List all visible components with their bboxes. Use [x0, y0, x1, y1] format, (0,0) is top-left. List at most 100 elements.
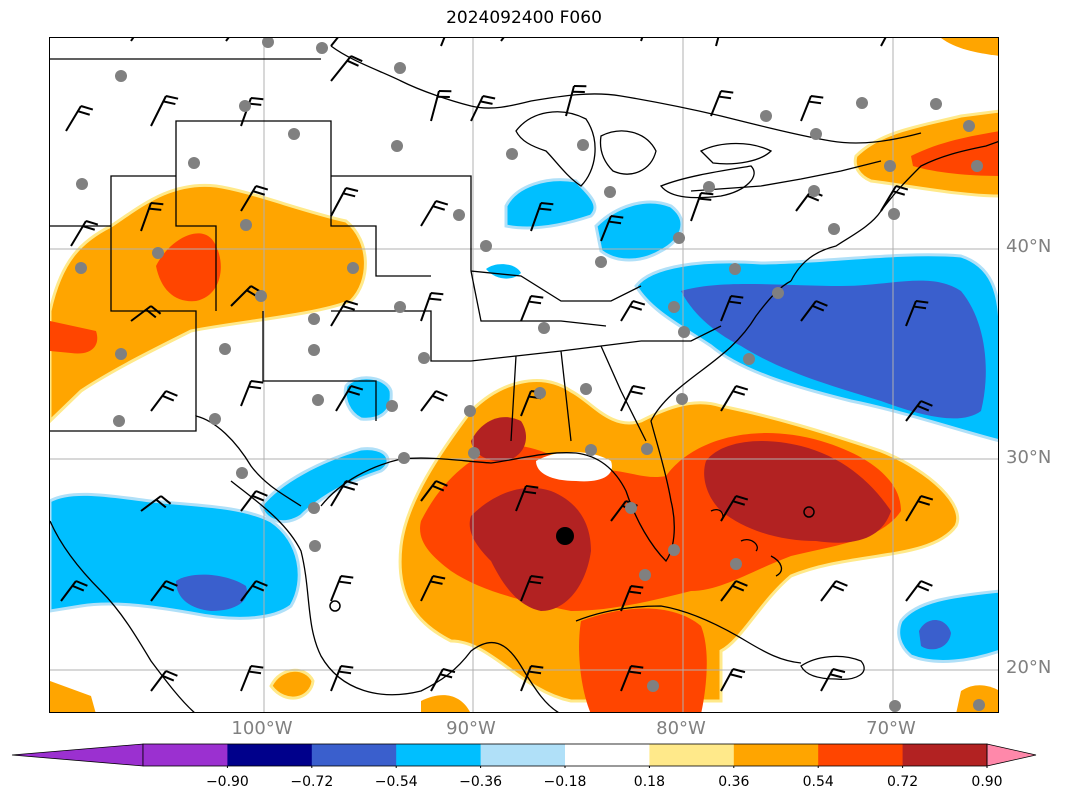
anomaly-region-west-edge-strong	[50, 321, 98, 354]
wind-barb-shaft	[225, 38, 230, 42]
wind-barb-feather	[442, 668, 456, 674]
wind-barb-feather	[810, 95, 824, 99]
station-dot	[971, 160, 983, 172]
station-dot	[394, 62, 406, 74]
wind-barb-feather	[920, 580, 933, 587]
wind-barb-shaft	[230, 285, 252, 307]
station-dot	[115, 70, 127, 82]
wind-barb-feather	[342, 485, 356, 491]
wind-barb-feather	[530, 575, 544, 579]
wind-barb-feather	[350, 55, 363, 63]
wind-barb-feather	[72, 584, 85, 592]
border-states-west	[50, 120, 471, 421]
colorbar-segment	[649, 744, 735, 766]
station-dot	[76, 178, 88, 190]
wind-barb-feather	[632, 300, 646, 306]
wind-barb-feather	[807, 194, 820, 202]
wind-barb-feather	[432, 394, 445, 402]
wind-barb-feather	[255, 490, 268, 497]
wind-barb-shaft	[330, 55, 352, 82]
wind-barb-shaft	[905, 300, 917, 327]
coastline-canada	[50, 45, 922, 144]
storm-center-dot	[556, 527, 574, 545]
wind-barb-shaft	[820, 580, 837, 602]
wind-barb-feather	[732, 668, 746, 674]
anomaly-region-texas-strong	[176, 574, 247, 611]
anomaly-region-east-atlantic-strong	[919, 619, 951, 650]
wind-barb-feather	[892, 190, 906, 196]
wind-barb-feather	[248, 385, 262, 390]
wind-barb-shaft	[140, 202, 152, 232]
anomaly-region-plains-positive	[50, 183, 367, 424]
wind-barb-feather	[150, 202, 164, 206]
wind-barb-feather	[430, 580, 443, 585]
colorbar-tick-label: −0.54	[374, 774, 418, 790]
wind-barb-shaft	[610, 500, 627, 522]
wind-barb-feather	[252, 494, 265, 502]
wind-barb-shaft	[715, 38, 720, 47]
station-dot	[347, 262, 359, 274]
anomaly-region-gulf-core	[469, 487, 591, 611]
station-dot	[828, 223, 840, 235]
station-dot	[856, 97, 868, 109]
anomaly-region-plains-strong	[156, 233, 221, 302]
wind-barb-feather	[250, 665, 264, 669]
colorbar-tick-label: 0.90	[971, 774, 1003, 790]
station-dot	[236, 467, 248, 479]
wind-barb-shaft	[330, 187, 347, 217]
station-dot	[889, 700, 901, 712]
wind-barb-shaft	[430, 668, 444, 692]
wind-barb-feather	[430, 292, 444, 296]
wind-barb-shaft	[720, 668, 734, 692]
colorbar	[11, 743, 1037, 768]
colorbar-over-arrow	[986, 743, 1037, 767]
wind-barb-shaft	[240, 580, 257, 602]
wind-barb-shaft	[330, 575, 342, 602]
wind-barb-feather	[728, 300, 742, 305]
station-dot	[743, 353, 755, 365]
wind-barb-feather	[350, 385, 364, 391]
anomaly-region-top-right-positive	[941, 38, 998, 56]
wind-barb-feather	[920, 400, 933, 407]
wind-barb-feather	[523, 490, 537, 495]
wind-barb-feather	[85, 220, 99, 226]
station-dot	[678, 326, 690, 338]
wind-barb-feather	[340, 665, 354, 669]
wind-barb-feather	[480, 100, 493, 105]
station-dot	[973, 699, 985, 711]
colorbar-tick-label: −0.72	[290, 774, 334, 790]
wind-barb-feather	[829, 673, 843, 679]
wind-barb-shaft	[240, 380, 252, 407]
wind-barb-feather	[628, 670, 642, 675]
station-dot	[729, 263, 741, 275]
wind-barb-feather	[77, 110, 91, 116]
wind-barb-shaft	[720, 495, 737, 522]
station-dot	[188, 157, 200, 169]
wind-barb-feather	[630, 665, 644, 669]
wind-barb-feather	[729, 673, 743, 679]
anomaly-blob-southwest-corner	[50, 681, 96, 712]
wind-barb-feather	[812, 304, 825, 312]
wind-barb-shaft	[690, 192, 702, 222]
wind-barb-feather	[345, 300, 359, 306]
anomaly-blob-mexico	[269, 668, 315, 700]
station-dot	[386, 400, 398, 412]
wind-barb-feather	[835, 580, 848, 587]
map-boundaries	[50, 45, 998, 712]
wind-barb-shaft	[520, 665, 532, 692]
wind-barb-feather	[435, 200, 449, 206]
wind-barb-feather	[732, 500, 746, 506]
wind-barb-feather	[720, 90, 734, 94]
wind-barb-feather	[482, 95, 496, 100]
station-dot	[480, 240, 492, 252]
wind-barb-feather	[165, 390, 178, 397]
wind-barb-shaft	[140, 495, 162, 512]
station-dot	[391, 140, 403, 152]
colorbar-segment	[818, 744, 904, 766]
map-panel	[49, 37, 999, 713]
station-dot	[255, 290, 267, 302]
station-dot	[810, 128, 822, 140]
anomaly-region-gulf-coast-negative	[259, 447, 390, 524]
wind-barb-feather	[530, 295, 544, 299]
station-dot	[219, 343, 231, 355]
